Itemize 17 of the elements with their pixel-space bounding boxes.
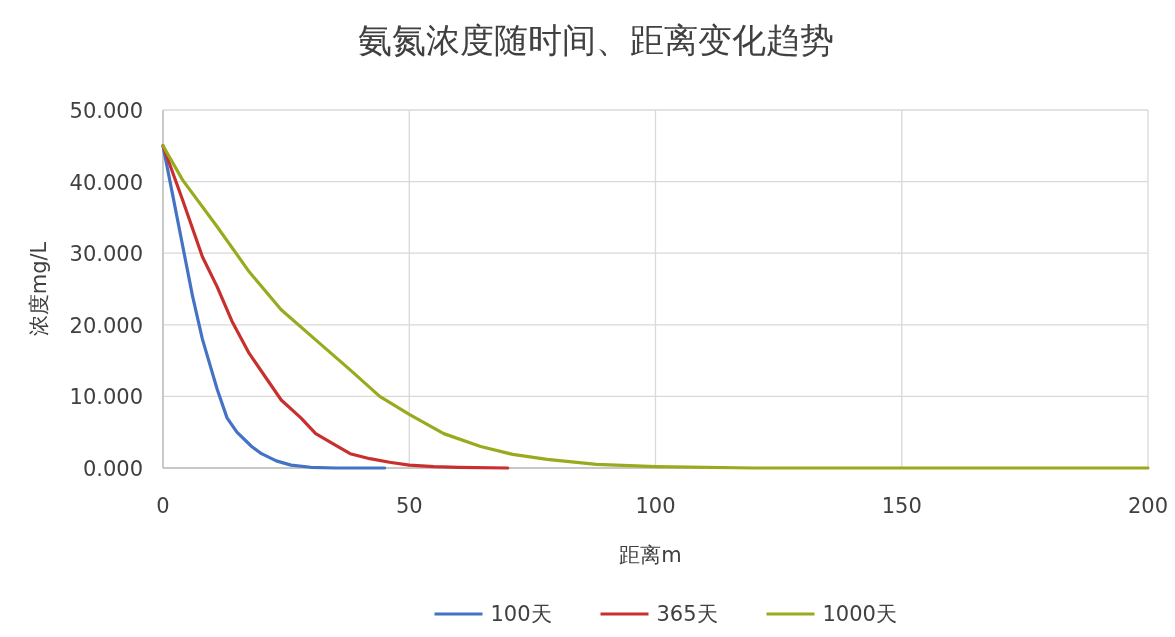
y-tick-label: 40.000 bbox=[69, 170, 143, 195]
y-tick-label: 30.000 bbox=[69, 242, 143, 267]
legend-label: 100天 bbox=[490, 602, 552, 626]
x-tick-label: 50 bbox=[395, 494, 423, 518]
chart-title: 氨氮浓度随时间、距离变化趋势 bbox=[357, 20, 834, 60]
y-tick-label: 0.000 bbox=[82, 457, 143, 481]
x-tick-label: 0 bbox=[156, 494, 170, 518]
y-axis-title: 浓度mg/L bbox=[27, 241, 51, 337]
x-tick-label: 100 bbox=[635, 494, 676, 518]
legend-label: 1000天 bbox=[822, 602, 897, 626]
legend-label: 365天 bbox=[656, 602, 718, 626]
y-tick-label: 10.000 bbox=[69, 385, 143, 410]
x-tick-label: 200 bbox=[1127, 494, 1169, 518]
x-tick-label: 150 bbox=[881, 494, 922, 518]
x-axis-title: 距离m bbox=[619, 543, 682, 567]
y-tick-label: 20.000 bbox=[69, 313, 143, 338]
y-tick-label: 50.000 bbox=[69, 99, 143, 123]
